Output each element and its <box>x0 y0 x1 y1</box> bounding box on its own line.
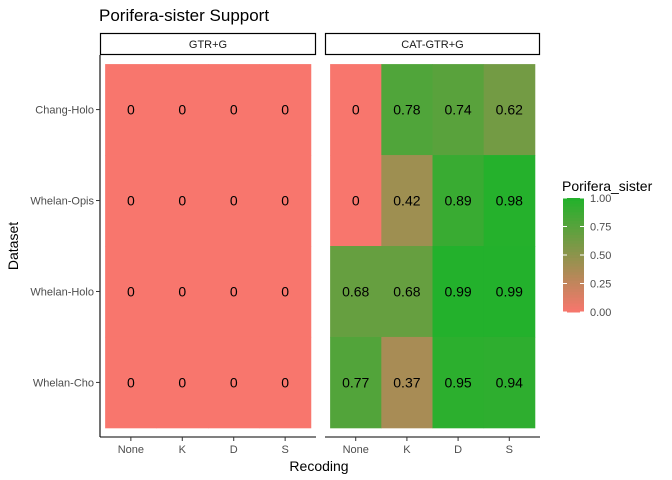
cell-value-label: 0 <box>230 283 238 299</box>
legend-gradient-step <box>563 246 584 249</box>
legend-gradient-step <box>563 269 584 272</box>
cell-value-label: 0 <box>281 193 289 209</box>
legend-label: 0.25 <box>590 279 611 291</box>
cell-value-label: 0 <box>127 374 135 390</box>
legend-gradient-step <box>563 241 584 244</box>
legend-gradient-step <box>563 266 584 269</box>
cell-value-label: 0.74 <box>444 102 471 118</box>
x-tick-label: K <box>403 444 411 456</box>
cell-value-label: 0 <box>178 283 186 299</box>
facet-gtr-g: GTR+G 0 0 0 0 0 0 0 0 0 0 0 0 0 0 0 0 None K D S Chang-Holo Wh… <box>30 34 316 457</box>
x-tick-label: S <box>506 444 513 456</box>
cell-value-label: 0.77 <box>342 374 369 390</box>
facet-strip-label: GTR+G <box>189 39 227 51</box>
cell-value-label: 0 <box>178 193 186 209</box>
legend-gradient-step <box>563 201 584 204</box>
legend-title: Porifera_sister <box>562 178 653 194</box>
legend-gradient-step <box>563 232 584 235</box>
legend-gradient-step <box>563 212 584 215</box>
cell-value-label: 0.42 <box>393 193 420 209</box>
legend-gradient-step <box>563 235 584 238</box>
legend-gradient-step <box>563 227 584 230</box>
cell-value-label: 0 <box>281 102 289 118</box>
y-tick-label: Whelan-Cho <box>33 377 94 389</box>
cell-value-label: 0 <box>127 193 135 209</box>
x-tick-label: K <box>179 444 187 456</box>
legend-gradient-step <box>563 255 584 258</box>
facet-strip-label: CAT-GTR+G <box>401 39 463 51</box>
cell-value-label: 0.78 <box>393 102 420 118</box>
legend-gradient-step <box>563 215 584 218</box>
legend-gradient-step <box>563 275 584 278</box>
legend-gradient-step <box>563 204 584 207</box>
chart-title: Porifera-sister Support <box>99 6 269 25</box>
legend-gradient-step <box>563 292 584 295</box>
facet-panels: GTR+G 0 0 0 0 0 0 0 0 0 0 0 0 0 0 0 0 None K D S Chang-Holo Wh… <box>30 34 540 457</box>
cell-value-label: 0.98 <box>496 193 523 209</box>
legend-gradient-step <box>563 261 584 264</box>
legend-gradient-step <box>563 264 584 267</box>
y-axis-title: Dataset <box>5 222 21 270</box>
cell-value-label: 0 <box>281 283 289 299</box>
x-axis-title: Recoding <box>289 458 348 474</box>
cell-value-label: 0 <box>178 374 186 390</box>
x-tick-label: None <box>343 444 369 456</box>
x-tick-label: None <box>118 444 144 456</box>
legend-gradient-step <box>563 289 584 292</box>
cell-value-label: 0 <box>178 102 186 118</box>
legend-gradient-step <box>563 249 584 252</box>
legend-gradient-step <box>563 303 584 306</box>
cell-value-label: 0.95 <box>444 374 471 390</box>
cell-value-label: 0.37 <box>393 374 420 390</box>
x-tick-label: D <box>454 444 462 456</box>
legend-gradient-step <box>563 301 584 304</box>
legend-gradient-step <box>563 209 584 212</box>
cell-value-label: 0 <box>127 102 135 118</box>
y-tick-label: Whelan-Holo <box>30 286 94 298</box>
legend-gradient-step <box>563 258 584 261</box>
legend-gradient-step <box>563 238 584 241</box>
cell-value-label: 0.99 <box>496 283 523 299</box>
legend-gradient-step <box>563 229 584 232</box>
x-tick-label: S <box>281 444 288 456</box>
cell-value-label: 0.94 <box>496 374 523 390</box>
legend-gradient-step <box>563 284 584 287</box>
cell-value-label: 0.99 <box>444 283 471 299</box>
legend-label: 1.00 <box>590 193 611 205</box>
legend-gradient-step <box>563 298 584 301</box>
y-tick-label: Whelan-Opis <box>30 196 94 208</box>
legend-label: 0.00 <box>590 307 611 319</box>
cell-value-label: 0.62 <box>496 102 523 118</box>
legend-gradient-step <box>563 272 584 275</box>
legend-gradient-step <box>563 198 584 201</box>
legend-gradient-step <box>563 218 584 221</box>
cell-value-label: 0 <box>352 193 360 209</box>
y-tick-label: Chang-Holo <box>35 105 94 117</box>
cell-value-label: 0 <box>230 193 238 209</box>
cell-value-label: 0.68 <box>342 283 369 299</box>
cell-value-label: 0 <box>352 102 360 118</box>
legend-gradient-step <box>563 286 584 289</box>
cell-value-label: 0.89 <box>444 193 471 209</box>
cell-value-label: 0.68 <box>393 283 420 299</box>
cell-value-label: 0 <box>281 374 289 390</box>
legend-label: 0.75 <box>590 222 611 234</box>
cell-value-label: 0 <box>230 102 238 118</box>
x-tick-label: D <box>230 444 238 456</box>
legend: Porifera_sister1.00 0.75 0.50 0.25 0.00 <box>562 178 653 319</box>
legend-gradient-step <box>563 207 584 210</box>
facet-cat-gtr-g: CAT-GTR+G 0 0.78 0.74 0.62 0 0.42 0.89 0.98 0.68 0… <box>325 34 540 457</box>
legend-gradient-step <box>563 221 584 224</box>
legend-label: 0.50 <box>590 250 611 262</box>
legend-gradient-step <box>563 278 584 281</box>
cell-value-label: 0 <box>127 283 135 299</box>
cell-value-label: 0 <box>230 374 238 390</box>
legend-gradient-step <box>563 244 584 247</box>
legend-gradient-step <box>563 306 584 309</box>
legend-gradient-step <box>563 295 584 298</box>
